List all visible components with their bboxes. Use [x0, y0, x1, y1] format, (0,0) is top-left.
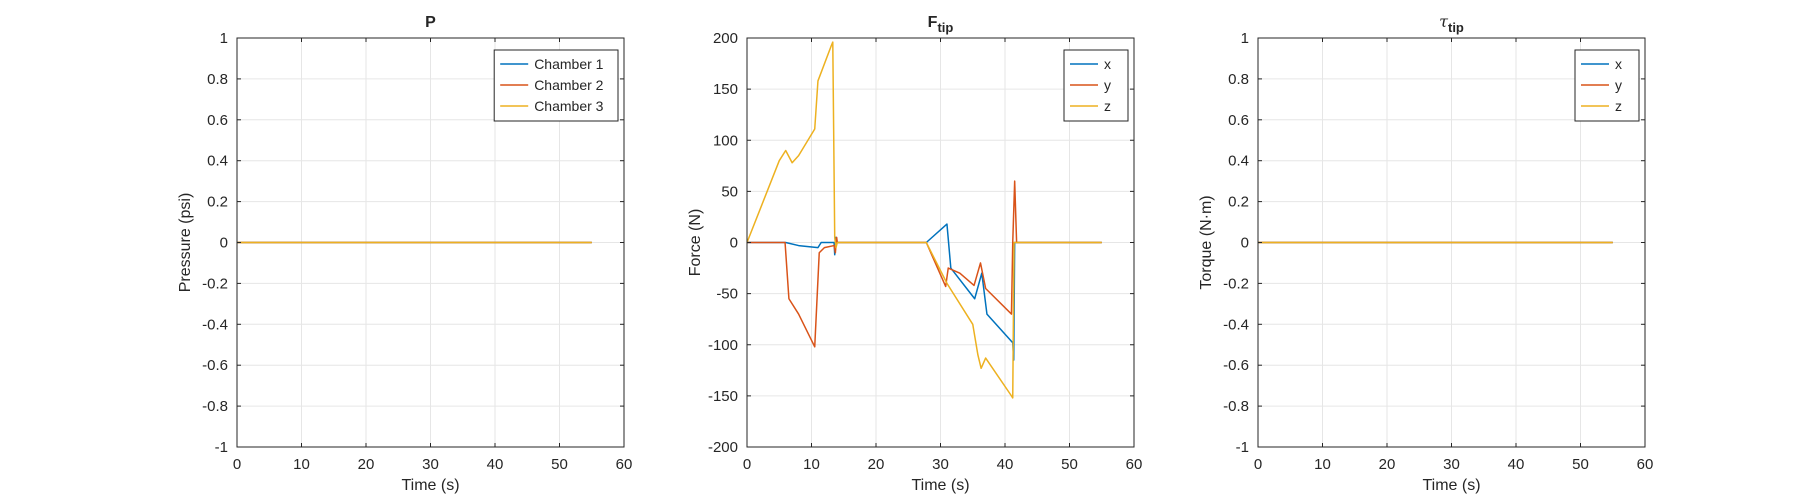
title-subscript: tip [1448, 20, 1464, 35]
panel-title: Ftip [928, 14, 954, 35]
legend-item: z [1070, 98, 1111, 114]
y-tick-label: 100 [713, 132, 738, 149]
x-tick-label: 30 [422, 456, 439, 473]
y-tick-label: -0.8 [202, 398, 228, 415]
legend-item: Chamber 3 [500, 98, 604, 114]
y-tick-label: 150 [713, 81, 738, 98]
x-tick-label: 50 [551, 456, 568, 473]
x-tick-label: 60 [1637, 456, 1654, 473]
y-tick-label: 0.8 [1228, 71, 1249, 88]
x-tick-label: 0 [743, 456, 751, 473]
x-tick-label: 20 [868, 456, 885, 473]
panel-title: P [425, 14, 436, 31]
x-tick-label: 30 [932, 456, 949, 473]
title-subscript: tip [937, 20, 953, 35]
legend-item: y [1581, 77, 1622, 93]
legend: xyz [1063, 49, 1129, 122]
y-tick-label: 0.2 [1228, 194, 1249, 211]
legend: Chamber 1 Chamber 2 Chamber 3 [493, 49, 619, 122]
x-tick-label: 0 [1254, 456, 1262, 473]
y-tick-label: -0.8 [1223, 398, 1249, 415]
x-tick-label: 40 [487, 456, 504, 473]
series-group [746, 41, 1102, 399]
series-line-z [746, 41, 1102, 399]
legend-label: z [1615, 98, 1622, 114]
y-tick-label: 0.8 [207, 71, 228, 88]
legend-label: x [1104, 56, 1111, 72]
x-tick-label: 50 [1061, 456, 1078, 473]
chart-panel-2: 0 10 20 30 40 50 60 -200 -150 -100 -50 0 50 100 150 200… [687, 14, 1142, 494]
chart-panel-1: 0 10 20 30 40 50 60 -1 -0.8 -0.6 -0.4 -0.2 0 0.2 0.4 0.… [177, 14, 632, 494]
legend-item: Chamber 1 [500, 56, 604, 72]
y-tick-label: -100 [708, 337, 738, 354]
legend-item: x [1070, 56, 1111, 72]
chart-panel-3: 0 10 20 30 40 50 60 -1 -0.8 -0.6 -0.4 -0.2 0 0.2 0.4 0.… [1198, 12, 1653, 494]
x-tick-label: 20 [358, 456, 375, 473]
x-tick-label: 60 [1126, 456, 1143, 473]
ticks: 0 10 20 30 40 50 60 -1 -0.8 -0.6 -0.4 -0.2 0 0.2 0.4 0.… [1223, 30, 1653, 473]
legend-item: z [1581, 98, 1622, 114]
x-tick-label: 30 [1443, 456, 1460, 473]
legend-label: z [1104, 98, 1111, 114]
title-main: F [928, 14, 938, 31]
y-tick-label: 0 [1241, 235, 1249, 252]
legend-label: y [1104, 77, 1111, 93]
y-tick-label: -0.4 [202, 316, 228, 333]
y-tick-label: -0.6 [1223, 357, 1249, 374]
y-tick-label: 1 [220, 30, 228, 47]
y-tick-label: 0.2 [207, 194, 228, 211]
x-tick-label: 10 [293, 456, 310, 473]
y-tick-label: 0 [220, 235, 228, 252]
legend-item: Chamber 2 [500, 77, 604, 93]
legend-label: x [1615, 56, 1622, 72]
x-tick-label: 10 [1314, 456, 1331, 473]
y-tick-label: 0 [730, 235, 738, 252]
y-tick-label: -50 [716, 286, 738, 303]
x-tick-label: 40 [1508, 456, 1525, 473]
x-tick-label: 20 [1379, 456, 1396, 473]
y-tick-label: -1 [1236, 439, 1249, 456]
ticks: 0 10 20 30 40 50 60 -1 -0.8 -0.6 -0.4 -0.2 0 0.2 0.4 0.… [202, 30, 632, 473]
y-tick-label: -0.6 [202, 357, 228, 374]
y-axis-label: Pressure (psi) [177, 193, 194, 293]
panels: 0 10 20 30 40 50 60-1-0.8-0.6-0.4-0.200.20.40.… [177, 12, 1653, 494]
y-tick-label: 0.6 [207, 112, 228, 129]
y-tick-label: -0.2 [202, 275, 228, 292]
x-axis-label: Time (s) [1422, 477, 1480, 494]
legend-label: Chamber 2 [534, 77, 603, 93]
y-tick-label: 200 [713, 30, 738, 47]
y-axis-label: Torque (N·m) [1198, 195, 1215, 289]
x-tick-label: 10 [803, 456, 820, 473]
ticks: 0 10 20 30 40 50 60 -200 -150 -100 -50 0 50 100 150 200 [708, 30, 1142, 473]
legend-item: x [1581, 56, 1622, 72]
title-main: τ [1439, 12, 1449, 31]
y-tick-label: 1 [1241, 30, 1249, 47]
y-tick-label: 0.6 [1228, 112, 1249, 129]
y-tick-label: -200 [708, 439, 738, 456]
legend-label: y [1615, 77, 1622, 93]
legend: xyz [1574, 49, 1640, 122]
y-tick-label: 0.4 [207, 153, 228, 170]
x-tick-label: 50 [1572, 456, 1589, 473]
y-tick-label: -1 [215, 439, 228, 456]
x-tick-label: 40 [997, 456, 1014, 473]
legend-item: y [1070, 77, 1111, 93]
x-tick-label: 60 [616, 456, 633, 473]
legend-label: Chamber 1 [534, 56, 603, 72]
panel-title: τtip [1439, 12, 1464, 35]
y-tick-label: 50 [721, 183, 738, 200]
y-tick-label: -0.2 [1223, 275, 1249, 292]
y-tick-label: 0.4 [1228, 153, 1249, 170]
legend-label: Chamber 3 [534, 98, 603, 114]
y-axis-label: Force (N) [687, 209, 704, 277]
x-tick-label: 0 [233, 456, 241, 473]
x-axis-label: Time (s) [911, 477, 969, 494]
y-tick-label: -0.4 [1223, 316, 1249, 333]
y-tick-label: -150 [708, 388, 738, 405]
x-axis-label: Time (s) [401, 477, 459, 494]
